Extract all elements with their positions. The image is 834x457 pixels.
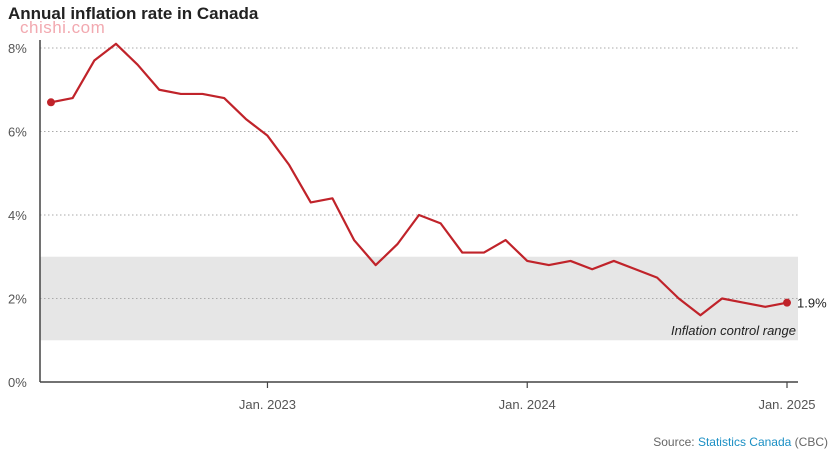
control-range-band: [40, 256, 798, 341]
inflation-line: [50, 42, 788, 317]
y-tick-label: 8%: [8, 41, 27, 56]
x-tick-label: Jan. 2024: [499, 397, 556, 412]
end-value-label: 1.9%: [797, 296, 827, 311]
y-tick-label: 4%: [8, 208, 27, 223]
source-suffix: (CBC): [791, 435, 828, 449]
start-point-marker: [47, 98, 55, 107]
source-prefix: Source:: [653, 435, 698, 449]
x-tick-label: Jan. 2023: [239, 397, 296, 412]
x-tick-label: Jan. 2025: [758, 397, 815, 412]
source-line: Source: Statistics Canada (CBC): [653, 435, 828, 449]
y-tick-label: 6%: [8, 125, 27, 140]
y-tick-label: 2%: [8, 292, 27, 307]
watermark: chishi.com: [20, 18, 106, 37]
control-range-label: Inflation control range: [671, 323, 796, 338]
source-link[interactable]: Statistics Canada: [697, 435, 792, 449]
y-tick-label: 0%: [8, 375, 27, 390]
chart-title: Annual inflation rate in Canada: [8, 4, 259, 23]
end-point-marker: [783, 298, 791, 307]
